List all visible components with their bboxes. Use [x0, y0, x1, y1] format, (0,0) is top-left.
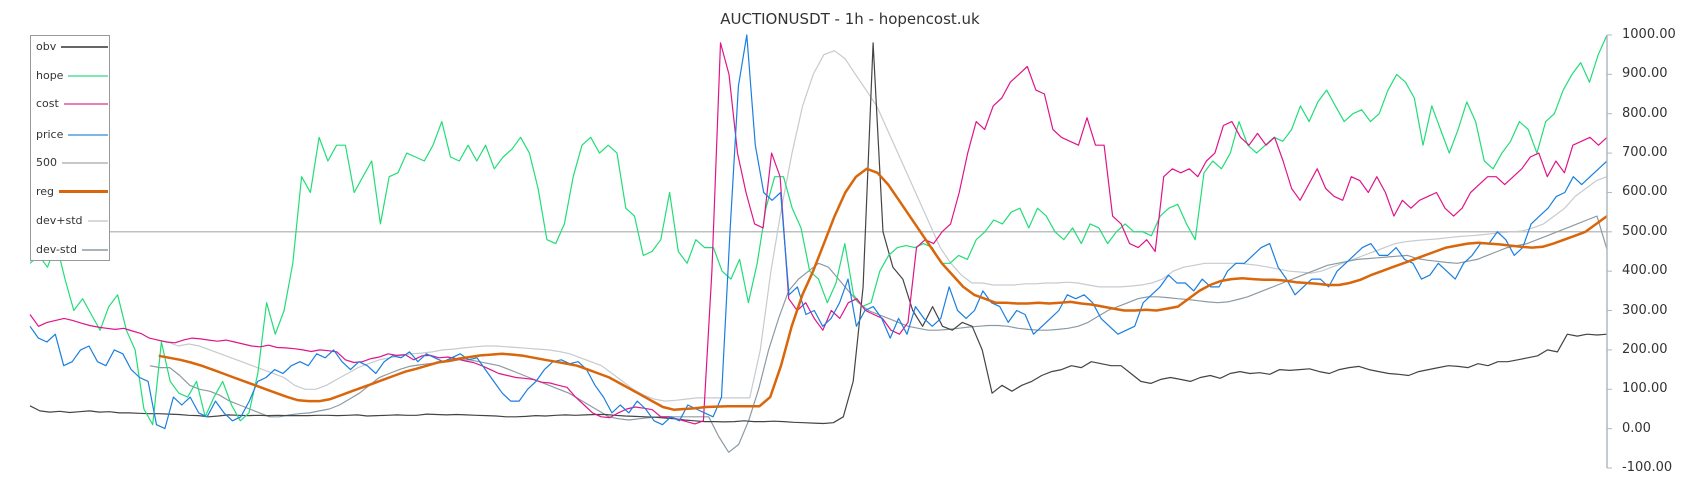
y-tick-label: 400.00 [1622, 263, 1668, 279]
y-tick-label: 100.00 [1622, 381, 1668, 397]
series-reg [158, 167, 1608, 411]
legend-item-500[interactable]: 500 [36, 156, 108, 169]
y-tick-label: -100.00 [1622, 460, 1673, 475]
series-dev-minus-std [149, 215, 1608, 453]
series-dev-plus-minus-std [156, 50, 1608, 402]
y-tick-label: 700.00 [1622, 145, 1668, 161]
legend-swatch [87, 219, 108, 222]
legend-item-cost[interactable]: cost [36, 97, 108, 110]
legend-item-dev-minus-std[interactable]: dev-std [36, 243, 108, 256]
legend-item-hope[interactable]: hope [36, 69, 108, 82]
chart-title: AUCTIONUSDT - 1h - hopencost.uk [720, 10, 980, 28]
legend-item-price[interactable]: price [36, 128, 108, 141]
legend-swatch [68, 133, 108, 136]
legend-label: obv [36, 40, 57, 53]
y-tick-label: 1000.00 [1622, 27, 1676, 42]
legend-swatch [59, 190, 108, 193]
legend-label: reg [36, 185, 55, 198]
legend-label: dev-std [36, 243, 77, 256]
legend-swatch [63, 102, 108, 105]
legend-item-reg[interactable]: reg [36, 185, 108, 198]
y-tick-label: 600.00 [1622, 184, 1668, 200]
y-tick-label: 200.00 [1622, 341, 1668, 357]
legend: obv hope cost price 500 reg dev+std dev-… [30, 35, 110, 261]
y-tick-label: 900.00 [1622, 66, 1668, 82]
legend-swatch [81, 248, 108, 251]
series-price [29, 34, 1608, 430]
y-tick-label: 300.00 [1622, 302, 1668, 318]
legend-swatch [61, 45, 108, 48]
legend-swatch [68, 74, 108, 77]
series-layer [29, 34, 1608, 453]
legend-label: 500 [36, 156, 57, 169]
y-tick-label: 500.00 [1622, 223, 1668, 239]
legend-label: price [36, 128, 64, 141]
legend-item-obv[interactable]: obv [36, 40, 108, 53]
legend-label: dev+std [36, 214, 83, 227]
legend-item-dev-plus-std[interactable]: dev+std [36, 214, 108, 227]
series-cost [29, 42, 1608, 425]
y-tick-label: 0.00 [1622, 420, 1651, 436]
legend-swatch [62, 161, 108, 164]
series-hope [29, 34, 1608, 426]
y-axis [1606, 34, 1612, 469]
legend-label: hope [36, 69, 64, 82]
series-obv [29, 42, 1608, 425]
y-tick-label: 800.00 [1622, 105, 1668, 121]
legend-label: cost [36, 97, 59, 110]
